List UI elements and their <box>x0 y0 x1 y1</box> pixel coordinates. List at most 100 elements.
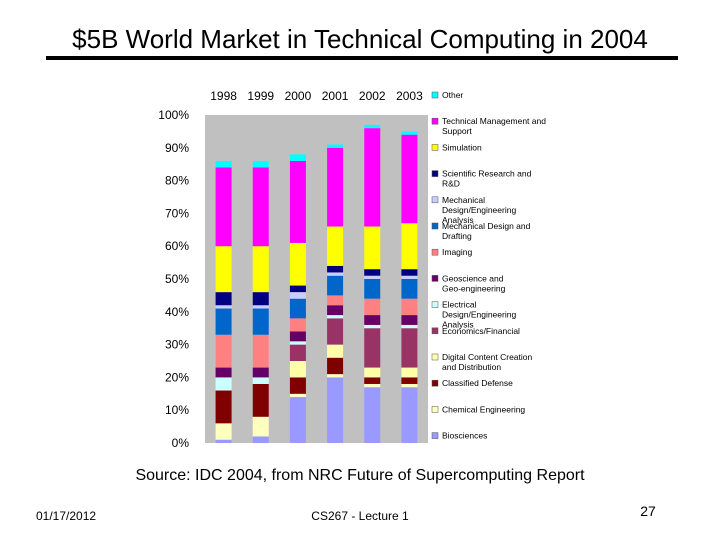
y-tick-label: 0% <box>172 436 190 450</box>
x-tick-label: 2002 <box>359 89 386 103</box>
legend-label-geoscience-and-geo-engineering: Geoscience and Geo-engineering <box>442 273 506 293</box>
y-tick-label: 100% <box>158 108 189 122</box>
bar-segment-2003-mechanical-design-and-drafting <box>401 279 418 299</box>
bar-segment-2000-biosciences <box>289 397 306 443</box>
source-note: Source: IDC 2004, from NRC Future of Sup… <box>135 467 585 484</box>
bar-segment-1999-scientific-research-and-r-d <box>252 292 269 306</box>
bar-segment-1998-simulation <box>215 246 232 293</box>
bar-segment-2002-imaging <box>364 298 381 316</box>
bar-segment-1998-other <box>215 160 232 168</box>
bar-segment-2001-other <box>327 144 344 148</box>
bar-segment-2003-technical-management-and-support <box>401 134 418 224</box>
bar-segment-1999-geoscience-and-geo-engineering <box>252 367 269 378</box>
bar-segment-2001-classified-defense <box>327 357 344 375</box>
bar-segment-2002-digital-content-creation-and-distribution <box>364 367 381 378</box>
legend-label-technical-management-and-support: Technical Management and Support <box>442 116 546 136</box>
bar-segment-2002-geoscience-and-geo-engineering <box>364 315 381 325</box>
bar-segment-1998-mechanical-design-and-drafting <box>215 308 232 335</box>
x-tick-label: 2000 <box>285 89 312 103</box>
bar-segment-2003-geoscience-and-geo-engineering <box>401 315 418 325</box>
bar-segment-2003-other <box>401 131 418 135</box>
bar-segment-2002-technical-management-and-support <box>364 128 381 227</box>
legend-label-other: Other <box>442 90 463 100</box>
bar-segment-2003-scientific-research-and-r-d <box>401 269 418 276</box>
legend-label-economics-financial: Economics/Financial <box>442 326 520 336</box>
bar-segment-2001-chemical-engineering <box>327 374 344 378</box>
legend-swatch-other <box>431 91 439 99</box>
bar-segment-2001-mechanical-design-and-drafting <box>327 275 344 296</box>
y-tick-label: 30% <box>165 338 189 352</box>
bar-segment-2000-chemical-engineering <box>289 393 306 398</box>
legend-swatch-biosciences <box>431 432 439 439</box>
bar-segment-2001-geoscience-and-geo-engineering <box>327 305 344 316</box>
bar-segment-1998-mechanical-design-engineering-analysis <box>215 305 232 309</box>
legend-swatch-economics-financial <box>431 327 439 335</box>
legend-label-mechanical-design-and-drafting: Mechanical Design and Drafting <box>442 221 531 241</box>
bar-segment-2003-mechanical-design-engineering-analysis <box>401 275 418 279</box>
bar-segment-2003-economics-financial <box>401 328 418 368</box>
bar-segment-2000-mechanical-design-and-drafting <box>289 298 306 319</box>
bar-segment-1999-technical-management-and-support <box>252 167 269 247</box>
bar-segment-1999-classified-defense <box>252 383 269 417</box>
bar-segment-2002-biosciences <box>364 387 381 443</box>
bar-segment-2001-biosciences <box>327 377 344 443</box>
bar-segment-1998-chemical-engineering <box>215 423 232 440</box>
bar-segment-2002-mechanical-design-and-drafting <box>364 279 381 299</box>
legend-label-digital-content-creation-and-distribution: Digital Content Creation and Distribution <box>442 352 533 372</box>
page-number: 27 <box>640 503 656 519</box>
legend-label-biosciences: Biosciences <box>442 431 487 441</box>
y-tick-label: 70% <box>165 206 189 220</box>
bar-segment-2000-technical-management-and-support <box>289 160 306 243</box>
bar-segment-2000-other <box>289 154 306 161</box>
bar-segment-1998-classified-defense <box>215 390 232 424</box>
slide-title: $5B World Market in Technical Computing … <box>72 24 648 54</box>
y-tick-label: 50% <box>165 272 189 286</box>
bar-segment-2000-electrical-design-engineering-analysis <box>289 341 306 345</box>
y-tick-label: 80% <box>165 174 189 188</box>
legend-label-chemical-engineering: Chemical Engineering <box>442 404 525 414</box>
bar-segment-2002-electrical-design-engineering-analysis <box>364 324 381 329</box>
legend-label-imaging: Imaging <box>442 247 473 257</box>
stacked-bar-chart: 1998 1999 2000 2001 2002 2003 0% 10% 20% 30% 40% 5… <box>158 89 546 450</box>
bar-segment-2002-other <box>364 124 381 129</box>
y-tick-label: 60% <box>165 239 189 253</box>
bar-segment-1999-simulation <box>252 246 269 293</box>
bar-segment-2003-digital-content-creation-and-distribution <box>401 367 418 378</box>
bar-segment-2002-economics-financial <box>364 328 381 368</box>
bar-segment-2002-mechanical-design-engineering-analysis <box>364 275 381 279</box>
legend-swatch-digital-content-creation-and-distribution <box>431 353 439 361</box>
legend-swatch-mechanical-design-and-drafting <box>431 222 439 230</box>
x-tick-label: 2003 <box>396 89 423 103</box>
x-tick-label: 2001 <box>322 89 349 103</box>
bar-segment-1999-biosciences <box>252 436 269 443</box>
bar-segment-1998-geoscience-and-geo-engineering <box>215 367 232 378</box>
y-tick-label: 20% <box>165 370 189 384</box>
bar-segment-1999-chemical-engineering <box>252 416 269 437</box>
bar-segment-2001-economics-financial <box>327 318 344 345</box>
bar-segment-2000-economics-financial <box>289 344 306 361</box>
bar-segment-1998-electrical-design-engineering-analysis <box>215 377 232 391</box>
bar-segment-2003-imaging <box>401 298 418 316</box>
x-tick-label: 1999 <box>247 89 274 103</box>
bar-segment-2001-simulation <box>327 226 344 266</box>
bar-segment-1999-mechanical-design-engineering-analysis <box>252 305 269 309</box>
footer-course: CS267 - Lecture 1 <box>311 509 409 523</box>
bar-segment-2001-digital-content-creation-and-distribution <box>327 344 344 358</box>
legend-swatch-technical-management-and-support <box>431 117 439 125</box>
bar-segment-1999-electrical-design-engineering-analysis <box>252 377 269 384</box>
bar-segment-2002-chemical-engineering <box>364 383 381 388</box>
bar-segment-2003-electrical-design-engineering-analysis <box>401 324 418 329</box>
plot-background <box>205 115 428 443</box>
bar-segment-2003-chemical-engineering <box>401 383 418 388</box>
legend-label-scientific-research-and-r-d: Scientific Research and R&D <box>442 169 532 189</box>
bar-segment-1999-mechanical-design-and-drafting <box>252 308 269 335</box>
bar-segment-2000-classified-defense <box>289 377 306 394</box>
bar-segment-2002-scientific-research-and-r-d <box>364 269 381 276</box>
title-underline <box>46 56 678 60</box>
bar-segment-2001-electrical-design-engineering-analysis <box>327 315 344 319</box>
legend-swatch-simulation <box>431 144 439 151</box>
legend-swatch-chemical-engineering <box>431 406 439 413</box>
bar-segment-2002-simulation <box>364 226 381 270</box>
legend-swatch-scientific-research-and-r-d <box>431 170 439 177</box>
bar-segment-1999-imaging <box>252 334 269 368</box>
